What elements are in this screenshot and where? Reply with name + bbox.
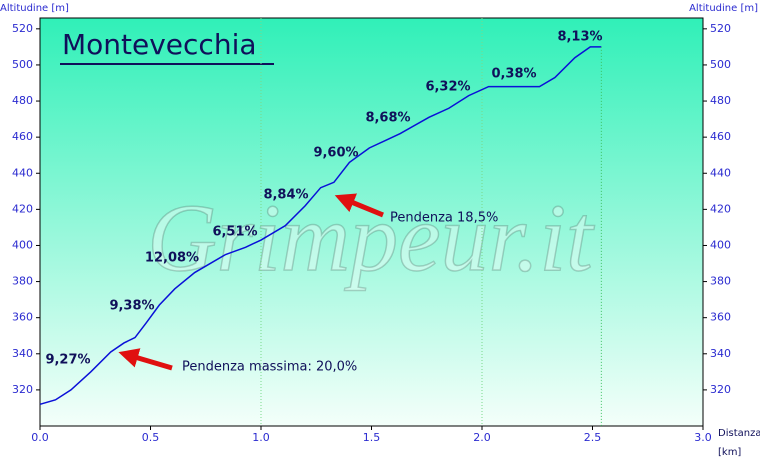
grade-label: 12,08% <box>145 251 199 266</box>
y2-tick-label: 340 <box>710 347 731 360</box>
x-axis-label: Distanza <box>718 428 760 439</box>
y-tick-label: 440 <box>12 166 33 179</box>
watermark: Grimpeur.it <box>147 184 595 291</box>
x-tick-label: 1.5 <box>363 431 381 444</box>
x-tick-label: 1.0 <box>252 431 270 444</box>
y-tick-label: 480 <box>12 94 33 107</box>
y-tick-label: 500 <box>12 58 33 71</box>
grade-label: 0,38% <box>491 67 536 82</box>
grade-label: 8,13% <box>557 30 602 45</box>
y2-axis-label: Altitudine [m] <box>689 3 758 14</box>
y2-tick-label: 380 <box>710 275 731 288</box>
x-tick-label: 2.0 <box>473 431 491 444</box>
y-tick-label: 520 <box>12 22 33 35</box>
annotation: Pendenza 18,5% <box>390 211 498 226</box>
grade-label: 8,84% <box>263 188 308 203</box>
y2-tick-label: 360 <box>710 311 731 324</box>
grade-label: 6,51% <box>212 225 257 240</box>
annotation: Pendenza massima: 20,0% <box>182 360 357 375</box>
x-axis-unit: [km] <box>718 447 741 458</box>
x-tick-label: 0.0 <box>31 431 49 444</box>
x-tick-label: 0.5 <box>142 431 160 444</box>
y2-tick-label: 480 <box>710 94 731 107</box>
x-tick-label: 2.5 <box>584 431 602 444</box>
x-tick-label: 3.0 <box>694 431 712 444</box>
arrow <box>118 348 173 371</box>
elevation-line <box>39 46 602 406</box>
y-tick-label: 380 <box>12 275 33 288</box>
y-tick-label: 420 <box>12 202 33 215</box>
grade-label: 9,38% <box>109 299 154 314</box>
plot-area <box>39 17 704 427</box>
y-tick-label: 460 <box>12 130 33 143</box>
y-axis-label: Altitudine [m] <box>0 3 69 14</box>
grade-label: 9,60% <box>313 146 358 161</box>
y-tick-label: 400 <box>12 238 33 251</box>
y-tick-label: 320 <box>12 383 33 396</box>
grade-label: 9,27% <box>45 353 90 368</box>
y2-tick-label: 500 <box>710 58 731 71</box>
y2-tick-label: 400 <box>710 238 731 251</box>
y2-tick-label: 320 <box>710 383 731 396</box>
grade-label: 6,32% <box>425 80 470 95</box>
y2-tick-label: 420 <box>710 202 731 215</box>
y-tick-label: 340 <box>12 347 33 360</box>
y2-tick-label: 520 <box>710 22 731 35</box>
arrow <box>334 193 384 218</box>
y-tick-label: 360 <box>12 311 33 324</box>
chart-title: Montevecchia <box>62 28 257 61</box>
y2-tick-label: 460 <box>710 130 731 143</box>
y2-tick-label: 440 <box>710 166 731 179</box>
grade-label: 8,68% <box>365 111 410 126</box>
